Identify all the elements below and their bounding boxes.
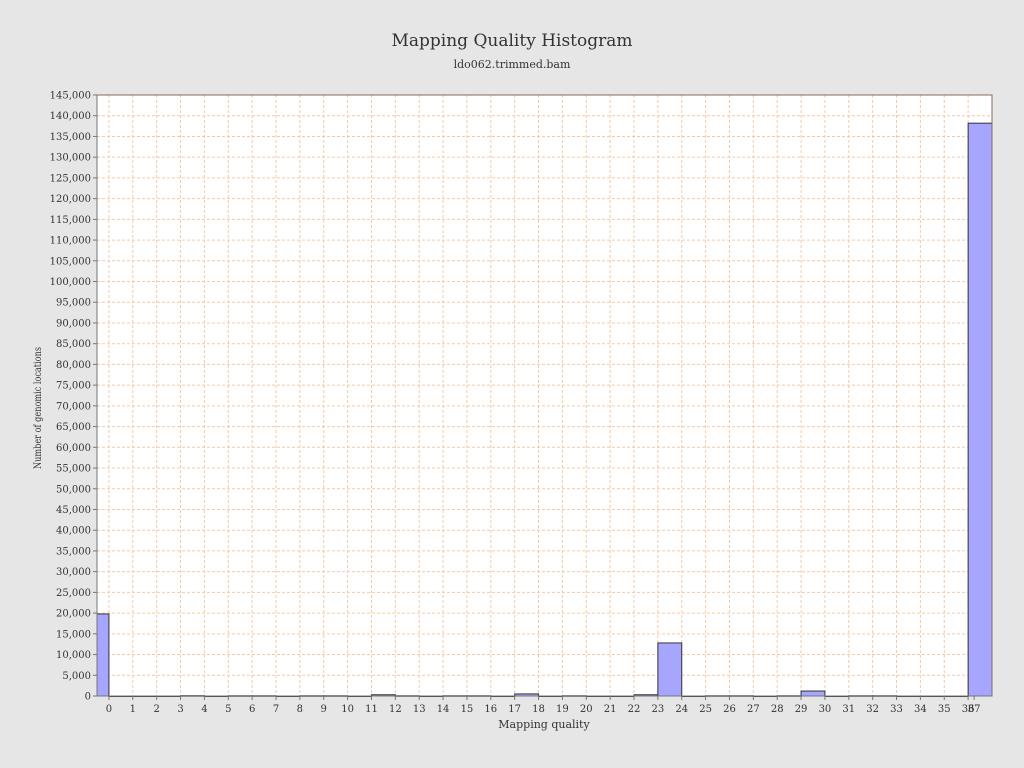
y-tick-label: 15,000 (56, 629, 91, 640)
x-tick-label: 24 (675, 704, 688, 715)
y-tick-label: 70,000 (56, 401, 91, 412)
x-tick-label: 18 (532, 704, 545, 715)
x-tick-label: 19 (556, 704, 569, 715)
x-tick-label: 30 (819, 704, 832, 715)
x-tick-label: 9 (321, 704, 327, 715)
x-tick-label: 0 (106, 704, 112, 715)
x-tick-label: 22 (628, 704, 641, 715)
y-tick-label: 110,000 (50, 236, 91, 247)
x-axis-label: Mapping quality (498, 718, 590, 731)
x-tick-label: 33 (890, 704, 903, 715)
y-tick-label: 90,000 (56, 318, 91, 329)
y-tick-label: 75,000 (56, 381, 91, 392)
y-tick-label: 105,000 (50, 256, 91, 267)
y-tick-label: 80,000 (56, 360, 91, 371)
x-axis-ticks: 0 1 2 3 4 5 6 7 8 9 10 11 12 13 14 15 16 17 18 19 20 21 22 23 24… (106, 696, 981, 715)
y-tick-label: 95,000 (56, 298, 91, 309)
y-tick-label: 120,000 (50, 194, 91, 205)
y-tick-label: 100,000 (50, 277, 91, 288)
bar-q24 (657, 642, 683, 697)
x-tick-label: 31 (842, 704, 855, 715)
y-tick-label: 25,000 (56, 588, 91, 599)
chart-title: Mapping Quality Histogram (391, 31, 633, 51)
x-tick-label: 26 (723, 704, 736, 715)
y-tick-label: 0 (85, 692, 91, 703)
y-tick-label: 50,000 (56, 484, 91, 495)
x-tick-label: 37 (968, 704, 981, 715)
grid-lines (97, 95, 992, 696)
x-tick-label: 21 (604, 704, 617, 715)
x-tick-label: 1 (130, 704, 136, 715)
x-tick-label: 12 (389, 704, 402, 715)
y-tick-label: 5,000 (62, 671, 91, 682)
y-tick-label: 85,000 (56, 339, 91, 350)
y-tick-label: 130,000 (50, 153, 91, 164)
y-tick-label: 45,000 (56, 505, 91, 516)
x-tick-label: 32 (866, 704, 879, 715)
y-tick-label: 145,000 (50, 91, 91, 102)
y-tick-label: 135,000 (50, 132, 91, 143)
y-tick-label: 55,000 (56, 464, 91, 475)
y-axis-label: Number of genomic locations (33, 347, 44, 469)
plot-area (97, 95, 992, 696)
x-tick-label: 23 (651, 704, 664, 715)
x-tick-label: 15 (461, 704, 474, 715)
x-tick-label: 11 (365, 704, 378, 715)
y-tick-label: 40,000 (56, 526, 91, 537)
y-tick-label: 60,000 (56, 443, 91, 454)
y-tick-label: 125,000 (50, 173, 91, 184)
x-tick-label: 2 (153, 704, 159, 715)
bar-q30 (800, 690, 826, 697)
x-tick-label: 6 (249, 704, 255, 715)
x-tick-label: 8 (297, 704, 303, 715)
x-tick-label: 36 (962, 704, 975, 715)
x-tick-label: 20 (580, 704, 593, 715)
x-tick-label: 7 (273, 704, 279, 715)
x-tick-label: 25 (699, 704, 712, 715)
chart-subtitle: ldo062.trimmed.bam (453, 58, 571, 71)
x-tick-label: 29 (795, 704, 808, 715)
y-tick-label: 65,000 (56, 422, 91, 433)
y-tick-label: 10,000 (56, 650, 91, 661)
y-axis-ticks: 0 5,000 10,000 15,000 20,000 25,000 30,000 35,0… (50, 91, 97, 703)
bar-q37 (967, 122, 993, 697)
x-tick-label: 16 (484, 704, 497, 715)
x-tick-label: 27 (747, 704, 760, 715)
y-tick-label: 35,000 (56, 546, 91, 557)
x-tick-label: 3 (177, 704, 183, 715)
x-tick-label: 17 (508, 704, 521, 715)
x-tick-label: 4 (201, 704, 207, 715)
x-tick-label: 10 (341, 704, 354, 715)
y-tick-label: 30,000 (56, 567, 91, 578)
x-tick-label: 14 (437, 704, 450, 715)
x-tick-label: 28 (771, 704, 784, 715)
x-tick-label: 34 (914, 704, 927, 715)
y-tick-label: 115,000 (50, 215, 91, 226)
x-tick-label: 13 (413, 704, 426, 715)
x-tick-label: 35 (938, 704, 951, 715)
x-tick-label: 5 (225, 704, 231, 715)
y-tick-label: 140,000 (50, 111, 91, 122)
y-tick-label: 20,000 (56, 609, 91, 620)
bar-q0 (96, 613, 110, 697)
